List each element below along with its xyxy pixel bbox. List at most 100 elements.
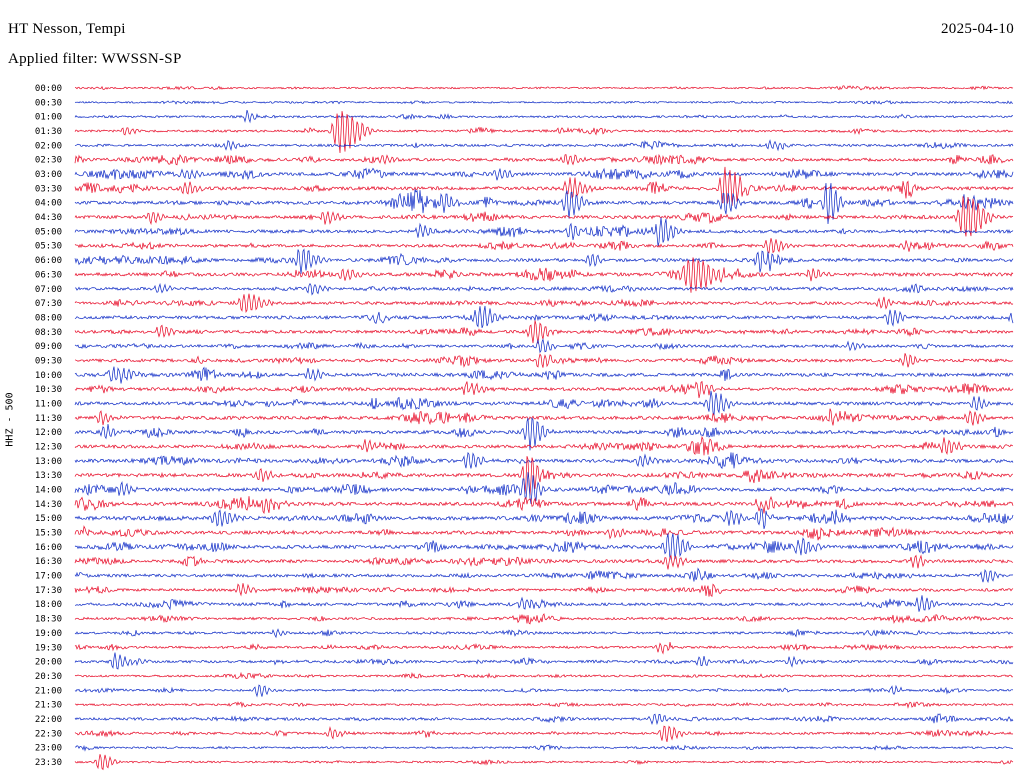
trace-row-10-30 — [74, 380, 1014, 399]
trace-row-10-00 — [74, 366, 1014, 384]
row-time-label: 22:00 — [35, 715, 62, 725]
row-time-label: 23:30 — [35, 758, 62, 768]
row-time-label: 13:30 — [35, 471, 62, 481]
trace-row-21-00 — [74, 684, 1014, 698]
trace-row-00-00 — [74, 85, 1014, 91]
trace-row-20-30 — [74, 671, 1014, 680]
trace-row-21-30 — [74, 701, 1014, 709]
trace-row-13-00 — [74, 451, 1014, 470]
row-time-label: 15:30 — [35, 529, 62, 539]
row-time-label: 05:00 — [35, 227, 62, 237]
trace-row-16-30 — [74, 554, 1014, 570]
row-time-label: 07:30 — [35, 299, 62, 309]
row-time-label: 02:30 — [35, 156, 62, 166]
row-time-label: 17:30 — [35, 586, 62, 596]
row-time-label: 05:30 — [35, 242, 62, 252]
trace-row-12-00 — [74, 416, 1014, 451]
trace-row-04-00 — [74, 183, 1014, 225]
trace-row-08-30 — [74, 320, 1014, 344]
row-time-label: 09:30 — [35, 357, 62, 367]
row-time-label: 23:00 — [35, 744, 62, 754]
trace-row-05-00 — [74, 217, 1014, 247]
trace-row-17-30 — [74, 583, 1014, 597]
row-time-label: 21:30 — [35, 701, 62, 711]
trace-row-22-00 — [74, 713, 1014, 726]
trace-row-15-00 — [74, 508, 1014, 530]
row-time-label: 07:00 — [35, 285, 62, 295]
row-time-label: 08:00 — [35, 313, 62, 323]
row-time-label: 15:00 — [35, 514, 62, 524]
trace-row-16-00 — [74, 533, 1014, 560]
row-time-label: 10:00 — [35, 371, 62, 381]
row-time-label: 16:30 — [35, 557, 62, 567]
trace-row-00-30 — [74, 100, 1014, 105]
trace-row-04-30 — [74, 196, 1014, 237]
row-time-label: 18:00 — [35, 600, 62, 610]
trace-row-11-30 — [74, 408, 1014, 426]
row-time-label: 12:00 — [35, 428, 62, 438]
trace-row-09-00 — [74, 338, 1014, 354]
row-time-label: 00:30 — [35, 98, 62, 108]
row-time-label: 01:30 — [35, 127, 62, 137]
trace-row-15-30 — [74, 525, 1014, 541]
trace-row-14-00 — [74, 472, 1014, 504]
trace-row-02-00 — [74, 139, 1014, 152]
row-time-label: 02:00 — [35, 141, 62, 151]
trace-row-22-30 — [74, 725, 1014, 742]
trace-row-23-30 — [74, 754, 1014, 771]
row-time-label: 01:00 — [35, 113, 62, 123]
row-time-label: 14:00 — [35, 486, 62, 496]
trace-row-03-00 — [74, 167, 1014, 181]
trace-row-09-30 — [74, 353, 1014, 368]
trace-row-08-00 — [74, 305, 1014, 328]
row-time-label: 06:30 — [35, 270, 62, 280]
row-time-label: 09:00 — [35, 342, 62, 352]
trace-row-23-00 — [74, 744, 1014, 752]
trace-row-20-00 — [74, 652, 1014, 670]
trace-row-19-00 — [74, 628, 1014, 639]
trace-row-05-30 — [74, 238, 1014, 254]
trace-row-11-00 — [74, 390, 1014, 416]
row-time-label: 11:30 — [35, 414, 62, 424]
row-time-label: 12:30 — [35, 443, 62, 453]
trace-row-01-30 — [74, 111, 1014, 154]
trace-row-17-00 — [74, 567, 1014, 584]
row-time-label: 19:30 — [35, 643, 62, 653]
row-time-label: 16:00 — [35, 543, 62, 553]
row-time-label: 13:00 — [35, 457, 62, 467]
row-time-label: 04:00 — [35, 199, 62, 209]
trace-row-14-30 — [74, 496, 1014, 515]
trace-row-19-30 — [74, 642, 1014, 655]
row-time-label: 18:30 — [35, 615, 62, 625]
trace-row-01-00 — [74, 109, 1014, 124]
row-time-label: 17:00 — [35, 572, 62, 582]
row-time-label: 20:00 — [35, 658, 62, 668]
trace-row-03-30 — [74, 166, 1014, 206]
trace-row-18-30 — [74, 613, 1014, 625]
station-title: HT Nesson, Tempi — [8, 21, 126, 37]
header-date: 2025-04-10 — [941, 21, 1014, 37]
row-time-label: 21:00 — [35, 686, 62, 696]
row-time-label: 08:30 — [35, 328, 62, 338]
trace-row-07-30 — [74, 293, 1014, 313]
row-time-label: 04:30 — [35, 213, 62, 223]
row-time-label: 11:00 — [35, 400, 62, 410]
trace-row-06-00 — [74, 248, 1014, 274]
trace-row-13-30 — [74, 456, 1014, 496]
trace-row-07-00 — [74, 282, 1014, 296]
row-time-label: 10:30 — [35, 385, 62, 395]
trace-row-18-00 — [74, 595, 1014, 612]
row-time-label: 06:00 — [35, 256, 62, 266]
row-time-label: 20:30 — [35, 672, 62, 682]
row-time-label: 03:30 — [35, 184, 62, 194]
row-time-label: 22:30 — [35, 729, 62, 739]
trace-row-06-30 — [74, 257, 1014, 293]
trace-row-02-30 — [74, 153, 1014, 166]
filter-label: Applied filter: WWSSN-SP — [8, 51, 182, 67]
row-time-label: 14:30 — [35, 500, 62, 510]
trace-row-12-30 — [74, 435, 1014, 456]
row-time-label: 03:00 — [35, 170, 62, 180]
row-time-label: 00:00 — [35, 84, 62, 94]
